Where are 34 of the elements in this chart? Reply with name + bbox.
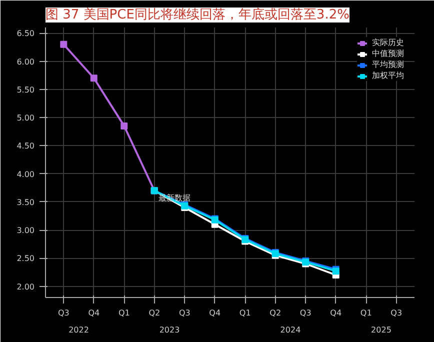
y-tick-label: 4.50: [16, 142, 34, 151]
y-tick-label: 3.50: [16, 198, 34, 207]
text: 2025: [371, 326, 392, 334]
y-tick-label: 6.50: [16, 29, 34, 38]
x-tick-label: Q3: [58, 308, 70, 318]
x-tick-label: Q1: [360, 308, 372, 318]
y-tick-label: 2.50: [16, 254, 34, 264]
y-tick-label: 2.00: [16, 282, 34, 292]
point: [60, 40, 68, 48]
y-tick-label: 6.00: [16, 57, 34, 66]
y-tick-label: 5.00: [16, 114, 34, 122]
legend-label: 中值预测: [372, 48, 404, 59]
y-tick-label: 3.00: [16, 226, 34, 235]
x-tick-label: Q2: [148, 308, 160, 318]
x-tick-label: Q1: [118, 308, 130, 318]
legend-label: 平均预测: [372, 59, 404, 70]
x-tick-label: Q4: [330, 308, 342, 318]
x-tick-label: Q2: [270, 308, 282, 318]
x-tick-label: Q4: [88, 308, 100, 318]
text: 2022: [68, 326, 89, 334]
x-tick-label: Q3: [300, 308, 312, 318]
legend-label: 实际历史: [372, 37, 404, 48]
x-tick-label: Q4: [209, 308, 221, 318]
chart-title: 图 37 美国PCE同比将继续回落，年底或回落至3.2%: [46, 6, 350, 22]
text: 2024: [280, 326, 301, 334]
point: [90, 74, 98, 82]
legend-label: 加权平均: [372, 70, 404, 81]
point: [120, 122, 128, 130]
x-tick-label: Q3: [178, 308, 190, 318]
text: 2023: [159, 326, 180, 334]
y-tick-label: 5.50: [16, 85, 34, 94]
y-tick-label: 4.00: [16, 170, 34, 179]
x-tick-label: Q3: [390, 308, 402, 318]
x-tick-label: Q1: [239, 308, 251, 318]
